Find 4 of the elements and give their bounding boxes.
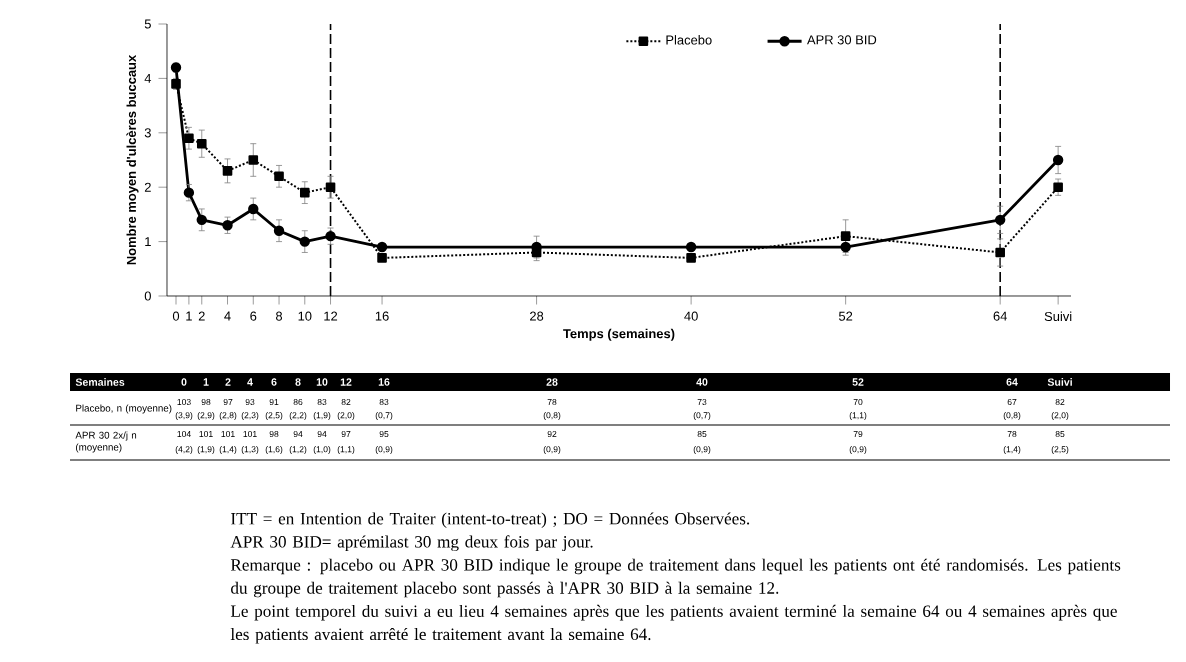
- text: ITT = en Intention de Traiter (intent-to-treat) ; DO = Données Observées.: [231, 512, 750, 528]
- text: APR 30 BID= aprémilast 30 mg deux fois par jour.: [230, 535, 593, 552]
- text: Le point temporel du suivi a eu lieu 4 semaines après que les patients avaient terminé la semaine 64 ou 4 semaines après que les patients avaient arrêté le traitement avant la semaine 64.: [230, 604, 1117, 644]
- text: Remarque : placebo ou APR 30 BID indique le groupe de traitement dans lequel les patients ont été randomisés. Les patients du groupe de traitement placebo sont passés à l'APR 30 BID à la semaine 12.: [230, 558, 1121, 598]
